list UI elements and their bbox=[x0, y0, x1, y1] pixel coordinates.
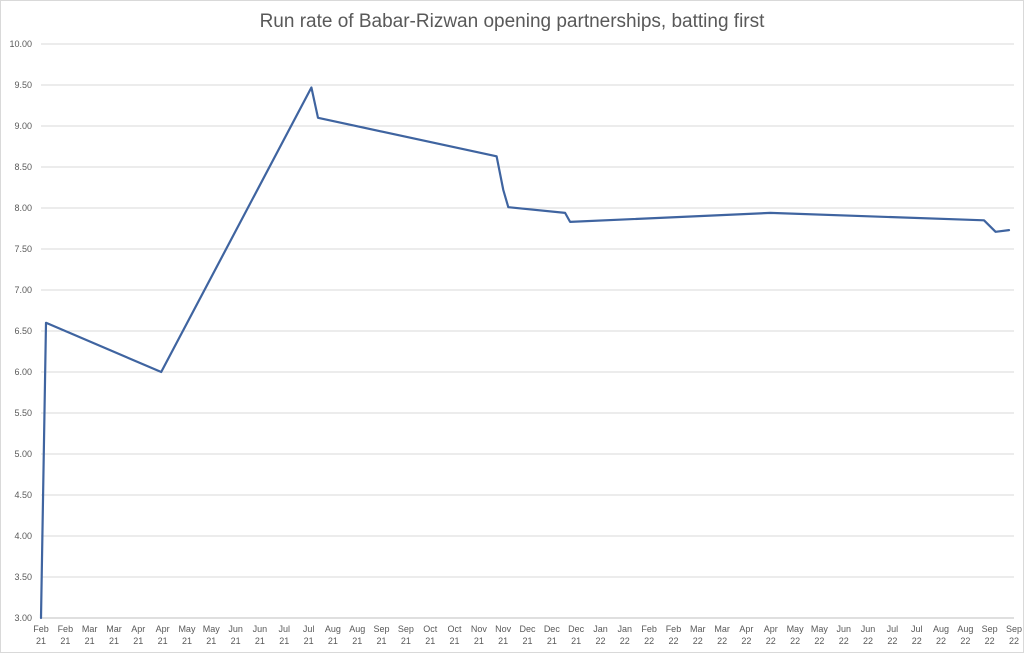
x-tick-label: Mar 22 bbox=[690, 624, 706, 646]
y-tick-label: 6.50 bbox=[14, 326, 32, 336]
x-tick-label: Jul 22 bbox=[887, 624, 899, 646]
x-tick-label: May 22 bbox=[811, 624, 829, 646]
gridlines bbox=[41, 43, 1014, 578]
x-tick-label: Aug 22 bbox=[957, 624, 973, 646]
x-tick-label: Jul 21 bbox=[278, 624, 290, 646]
x-tick-label: Jun 22 bbox=[836, 624, 851, 646]
x-tick-label: Apr 21 bbox=[156, 624, 170, 646]
x-tick-label: Sep 21 bbox=[398, 624, 414, 646]
x-tick-label: Apr 22 bbox=[739, 624, 753, 646]
x-tick-label: Nov 21 bbox=[471, 624, 488, 646]
x-tick-label: Apr 22 bbox=[764, 624, 778, 646]
x-tick-label: Jul 21 bbox=[303, 624, 315, 646]
x-tick-label: Mar 21 bbox=[106, 624, 122, 646]
x-tick-label: Sep 21 bbox=[374, 624, 390, 646]
x-tick-label: Jun 22 bbox=[861, 624, 876, 646]
x-tick-label: Aug 21 bbox=[349, 624, 365, 646]
y-tick-label: 5.00 bbox=[14, 449, 32, 459]
x-tick-label: Mar 21 bbox=[82, 624, 98, 646]
x-tick-label: Dec 21 bbox=[568, 624, 585, 646]
y-tick-label: 4.50 bbox=[14, 490, 32, 500]
y-tick-label: 5.50 bbox=[14, 408, 32, 418]
series-line bbox=[39, 86, 1011, 620]
y-tick-label: 7.00 bbox=[14, 285, 32, 295]
x-tick-label: Oct 21 bbox=[423, 624, 438, 646]
x-tick-label: Jun 21 bbox=[253, 624, 268, 646]
x-tick-label: Aug 22 bbox=[933, 624, 949, 646]
x-tick-label: May 21 bbox=[178, 624, 196, 646]
x-tick-label: Feb 21 bbox=[58, 624, 74, 646]
x-tick-label: Sep 22 bbox=[1006, 624, 1022, 646]
x-tick-label: May 22 bbox=[787, 624, 805, 646]
series-group bbox=[39, 86, 1011, 620]
y-tick-label: 8.00 bbox=[14, 203, 32, 213]
chart-title: Run rate of Babar-Rizwan opening partner… bbox=[260, 11, 766, 32]
y-tick-label: 6.00 bbox=[14, 367, 32, 377]
y-tick-label: 9.00 bbox=[14, 121, 32, 131]
x-axis-tick-labels: Feb 21 Feb 21 Mar 21 Mar 21 Apr 21 Apr 21 May 21 May 21… bbox=[33, 624, 1022, 646]
x-tick-label: Dec 21 bbox=[544, 624, 561, 646]
x-tick-label: Nov 21 bbox=[495, 624, 512, 646]
x-tick-label: Oct 21 bbox=[448, 624, 463, 646]
x-tick-label: Feb 22 bbox=[641, 624, 657, 646]
x-tick-label: Jun 21 bbox=[228, 624, 243, 646]
y-tick-label: 3.50 bbox=[14, 572, 32, 582]
x-tick-label: Feb 22 bbox=[666, 624, 682, 646]
x-tick-label: Aug 21 bbox=[325, 624, 341, 646]
y-tick-label: 8.50 bbox=[14, 162, 32, 172]
x-tick-label: Mar 22 bbox=[714, 624, 730, 646]
y-tick-label: 7.50 bbox=[14, 244, 32, 254]
y-tick-label: 4.00 bbox=[14, 531, 32, 541]
y-tick-label: 10.00 bbox=[9, 39, 32, 49]
x-tick-label: Dec 21 bbox=[519, 624, 536, 646]
x-tick-label: Apr 21 bbox=[131, 624, 145, 646]
y-tick-label: 9.50 bbox=[14, 80, 32, 90]
x-tick-label: May 21 bbox=[203, 624, 221, 646]
y-axis-tick-labels: 3.00 3.50 4.00 4.50 5.00 5.50 6.00 6.50 7.00 7.50… bbox=[9, 39, 32, 623]
x-tick-label: Jan 22 bbox=[593, 624, 608, 646]
y-tick-label: 3.00 bbox=[14, 613, 32, 623]
x-tick-label: Feb 21 bbox=[33, 624, 49, 646]
x-tick-label: Jan 22 bbox=[618, 624, 633, 646]
x-tick-label: Jul 22 bbox=[911, 624, 923, 646]
x-tick-label: Sep 22 bbox=[982, 624, 998, 646]
